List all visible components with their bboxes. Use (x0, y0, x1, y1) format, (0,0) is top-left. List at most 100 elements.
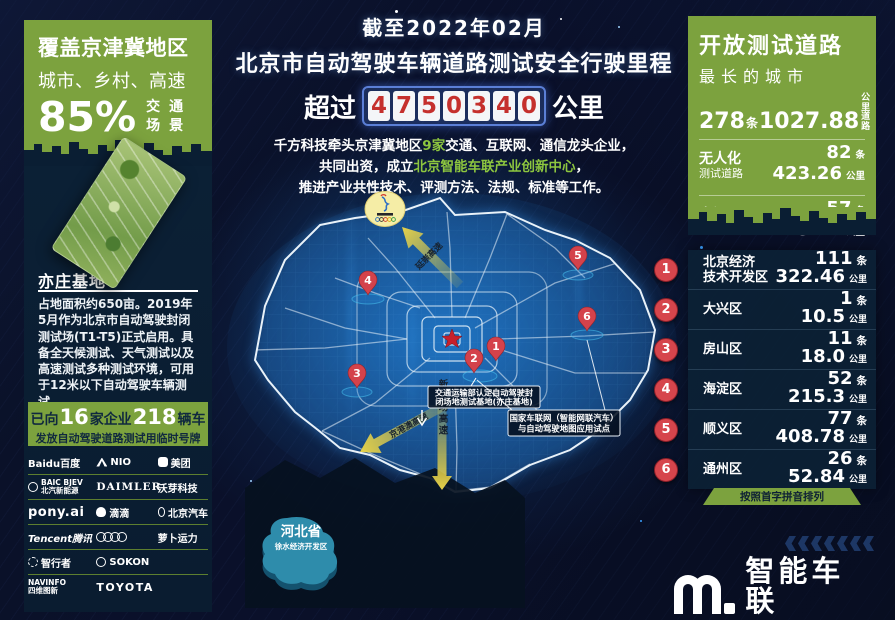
brand-logo-arch (693, 575, 721, 614)
coverage-box: 覆盖京津冀地区 城市、乡村、高速 85% 交通 场景 (24, 20, 212, 140)
baic-bjev-logo: BAIC BJEV 北汽新能源 (28, 477, 96, 496)
district-values: 52 条 215.3 公里 (788, 367, 867, 407)
svg-text:3: 3 (353, 367, 361, 380)
didi-logo: 滴滴 (96, 505, 157, 520)
district-number-badge: 5 (654, 417, 678, 442)
olympic-rings-icon (375, 217, 396, 222)
olympic-emblem-squiggle (381, 196, 390, 212)
intro-1c: 交通、互联网、通信龙头企业， (445, 138, 635, 154)
open-roads-title: 开放测试道路 (699, 34, 844, 59)
district-name: 通州区 (703, 462, 743, 477)
district-row-fangshan: 3 房山区 11 条 18.0 公里 (654, 329, 876, 370)
tencent-logo: Tencent腾讯 (28, 533, 93, 545)
coverage-percent: 85% (38, 93, 137, 141)
baic-label-en: BAIC BJEV (41, 477, 83, 487)
idriverplus-icon (28, 557, 38, 567)
idriverplus-logo: 智行者 (28, 555, 96, 570)
license-subline: 发放自动驾驶道路测试用临时号牌 (35, 432, 201, 445)
open-roads-subtitle: 最长的城市 (699, 67, 810, 86)
district-row-tongzhou: 6 通州区 26 条 52.84 公里 (654, 449, 876, 489)
license-suffix: 辆车 (177, 412, 206, 428)
jinggangao-expressway-arrow (360, 396, 458, 453)
nio-logo: NIO (96, 457, 157, 468)
beijing-auto-icon (157, 507, 165, 517)
toyota-logo: TOYOTA (96, 580, 154, 594)
roads-unit: 条 (745, 116, 758, 130)
svg-text:2: 2 (470, 352, 478, 365)
hebei-region: 河北省 徐水经济开发区 (262, 516, 338, 591)
intro-paragraph: 千方科技牵头京津冀地区9家交通、互联网、通信龙头企业， 共同出资，成立北京智能车… (228, 136, 680, 199)
svg-text:5: 5 (574, 249, 582, 262)
odometer-digit: 0 (518, 91, 540, 121)
odometer-digit: 0 (443, 91, 465, 121)
unmanned-stat-row: 无人化 测试道路 82 条 423.26 公里 (699, 140, 865, 189)
district-name: 顺义区 (703, 422, 743, 437)
svg-text:6: 6 (583, 310, 591, 323)
intro-2a: 共同出资，成立 (319, 159, 414, 175)
intro-line-3: 推进产业共性技术、评测方法、法规、标准等工作。 (298, 180, 610, 196)
scene-word-2: 场景 (146, 118, 193, 134)
pony-ai-logo: pony.ai (28, 504, 85, 520)
logo-row: Baidu百度 NIO 美团 (28, 450, 208, 474)
city-center-star (441, 328, 463, 349)
district-number-badge: 4 (654, 377, 678, 402)
district-row-shunyi: 5 顺义区 77 条 408.78 公里 (654, 409, 876, 450)
stat-name: 无人化 测试道路 (699, 151, 743, 180)
intro-1a: 千方科技牵头京津冀地区 (273, 138, 423, 154)
odometer-digit: 4 (493, 91, 515, 121)
odometer-digit: 3 (468, 91, 490, 121)
stat-values: 82 条 423.26 公里 (773, 144, 865, 186)
baidu-logo: Baidu百度 (28, 458, 81, 470)
total-roads-count: 278 (699, 109, 745, 134)
didi-icon (96, 507, 107, 517)
meituan-icon (157, 457, 168, 467)
open-roads-total: 278 条 1027.88 公里 道路 (699, 93, 870, 134)
partner-logos: Baidu百度 NIO 美团 BAIC BJEV 北汽新能源 DAIMLER 沃芽… (28, 450, 208, 599)
district-name: 大兴区 (703, 302, 743, 317)
brand-name: 智能车联 (745, 554, 845, 618)
beijing-2022-olympics-logo (364, 191, 406, 227)
stat-count-unit: 条 (855, 150, 865, 161)
skyline-silhouette (688, 207, 876, 235)
idriverplus-label: 智行者 (41, 558, 71, 570)
district-name: 海淀区 (703, 382, 743, 397)
navinfo-logo: NAVINFO 四维图新 (28, 577, 96, 596)
main-title: 北京市自动驾驶车辆道路测试安全行驶里程 (235, 52, 673, 77)
yizhuang-label-line1: 交通运输部认定自动驾驶封 (435, 388, 534, 398)
navinfo-label-cn: 四维图新 (28, 586, 58, 595)
yizhuang-label-line2: 闭场地测试基地(亦庄基地) (435, 397, 533, 407)
km-unit-stack: 公里 道路 (861, 93, 870, 132)
logo-row: 智行者 SOKON (28, 549, 208, 574)
chevron-left-icon (863, 536, 874, 551)
navinfo-label-en: NAVINFO (28, 577, 66, 587)
left-panel: 覆盖京津冀地区 城市、乡村、高速 85% 交通 场景 亦庄基地 占地面积约650… (24, 20, 212, 612)
logo-row: NAVINFO 四维图新 TOYOTA (28, 574, 208, 599)
woya-logo: 沃芽科技 (157, 483, 198, 495)
olympic-emblem-red (380, 194, 387, 197)
district-row-haidian: 4 海淀区 52 条 215.3 公里 (654, 367, 876, 410)
map-pin-3: 3 (347, 363, 367, 389)
logo-row: pony.ai 滴滴 北京汽车 (28, 499, 208, 524)
stat-name-line1: 无人化 (699, 150, 741, 167)
down-arrow-icon (416, 410, 428, 427)
map-pin-4: 4 (358, 270, 378, 296)
vehicles-count: 218 (132, 405, 177, 429)
coverage-title: 覆盖京津冀地区 (38, 36, 189, 60)
district-number-badge: 2 (654, 297, 678, 322)
divider (699, 139, 865, 140)
chevron-left-icon (798, 536, 809, 551)
svg-text:4: 4 (364, 274, 372, 287)
baic-label-cn: 北汽新能源 (41, 486, 79, 495)
sokon-label: SOKON (109, 556, 150, 568)
vanet-label-line2: 与自动驾驶地图应用试点 (518, 424, 611, 434)
chevron-decoration (785, 536, 874, 551)
meituan-logo: 美团 (157, 455, 208, 470)
map-annotations: 交通运输部认定自动驾驶封 闭场地测试基地(亦庄基地) 国家车联网（智能网联汽车）… (416, 339, 621, 437)
divider (38, 290, 198, 292)
stat-name-line2: 测试道路 (699, 166, 743, 180)
odometer-digit: 5 (418, 91, 440, 121)
brand-lockup: 智能车联 产业创新中心 (674, 556, 876, 620)
map-pins: 1 2 3 4 5 6 (347, 245, 597, 389)
audi-logo (96, 532, 157, 542)
